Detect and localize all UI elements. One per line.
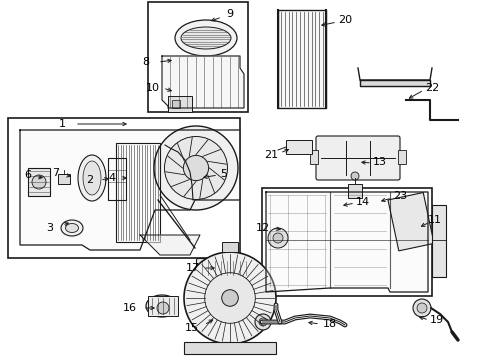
Text: 14: 14 [356, 197, 370, 207]
Circle shape [165, 136, 227, 199]
Ellipse shape [66, 224, 78, 233]
FancyBboxPatch shape [196, 258, 251, 278]
Bar [278, 10, 326, 108]
Bar [148, 296, 178, 316]
Circle shape [268, 228, 288, 248]
Circle shape [183, 156, 209, 181]
Text: 6: 6 [24, 170, 31, 180]
Polygon shape [360, 80, 430, 86]
FancyBboxPatch shape [316, 136, 400, 180]
Bar [262, 188, 432, 296]
Circle shape [157, 302, 169, 314]
Text: 22: 22 [425, 83, 439, 93]
Circle shape [273, 233, 283, 243]
Text: 12: 12 [256, 223, 270, 233]
Bar [116, 143, 160, 242]
Text: 13: 13 [373, 157, 387, 167]
Text: 20: 20 [338, 15, 352, 25]
Bar [388, 193, 434, 251]
Circle shape [351, 172, 359, 180]
Ellipse shape [181, 27, 231, 49]
Bar [398, 150, 406, 164]
Text: 10: 10 [146, 83, 160, 93]
Text: 5: 5 [220, 169, 227, 179]
Text: 19: 19 [430, 315, 444, 325]
Ellipse shape [146, 295, 178, 317]
Bar [222, 242, 238, 252]
Ellipse shape [78, 155, 106, 201]
Circle shape [205, 273, 255, 323]
Polygon shape [140, 235, 200, 255]
Text: 1: 1 [58, 119, 66, 129]
Text: 3: 3 [47, 223, 53, 233]
Text: 8: 8 [143, 57, 149, 67]
Ellipse shape [61, 220, 83, 236]
Polygon shape [360, 80, 430, 86]
Polygon shape [266, 192, 428, 292]
Bar [348, 184, 362, 198]
Circle shape [255, 314, 271, 330]
Circle shape [417, 303, 427, 313]
Text: 23: 23 [393, 191, 407, 201]
Bar [286, 140, 312, 154]
Ellipse shape [83, 161, 101, 195]
Circle shape [32, 175, 46, 189]
Bar [148, 2, 248, 112]
Text: 4: 4 [108, 173, 116, 183]
Text: 21: 21 [264, 150, 278, 160]
Bar [172, 100, 180, 108]
Bar [168, 96, 192, 112]
Bar [28, 168, 50, 196]
Circle shape [184, 252, 276, 344]
Text: 17: 17 [186, 263, 200, 273]
Bar [108, 158, 126, 200]
Polygon shape [20, 130, 240, 250]
Text: 9: 9 [226, 9, 234, 19]
Text: 7: 7 [52, 168, 60, 178]
Bar [184, 342, 276, 354]
Text: 16: 16 [123, 303, 137, 313]
Circle shape [259, 318, 267, 326]
Circle shape [413, 299, 431, 317]
Polygon shape [162, 56, 244, 108]
Bar [58, 174, 70, 184]
Ellipse shape [175, 20, 237, 56]
Text: 11: 11 [428, 215, 442, 225]
Text: 2: 2 [86, 175, 94, 185]
Text: 15: 15 [185, 323, 199, 333]
Bar [310, 150, 318, 164]
Text: 18: 18 [323, 319, 337, 329]
Circle shape [221, 290, 238, 306]
Bar [432, 205, 446, 277]
Circle shape [154, 126, 238, 210]
Bar [8, 118, 240, 258]
